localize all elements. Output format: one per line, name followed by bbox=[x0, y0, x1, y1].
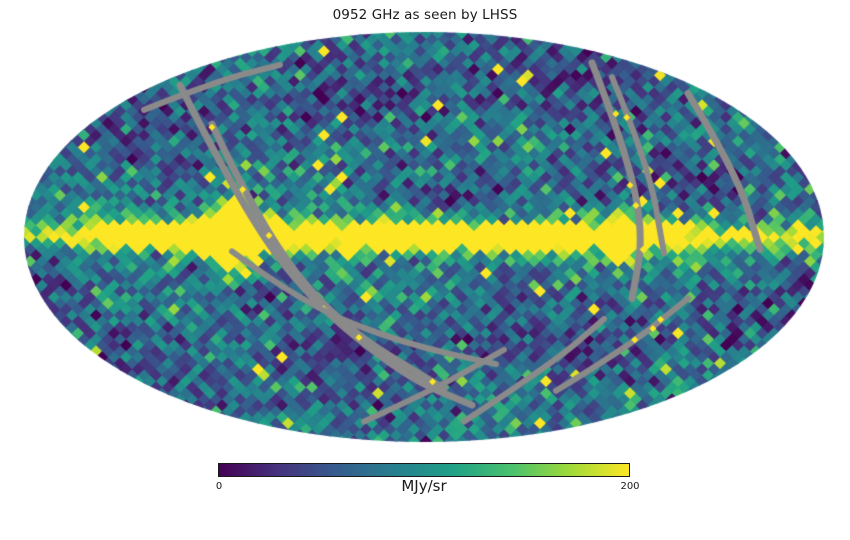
colorbar-tick-max: 200 bbox=[620, 481, 640, 492]
sky-map-canvas bbox=[0, 28, 850, 452]
colorbar-gradient bbox=[218, 463, 630, 477]
chart-title: 0952 GHz as seen by LHSS bbox=[332, 7, 518, 23]
colorbar-tick-min: 0 bbox=[215, 481, 223, 492]
colorbar-label: MJy/sr bbox=[401, 477, 447, 495]
